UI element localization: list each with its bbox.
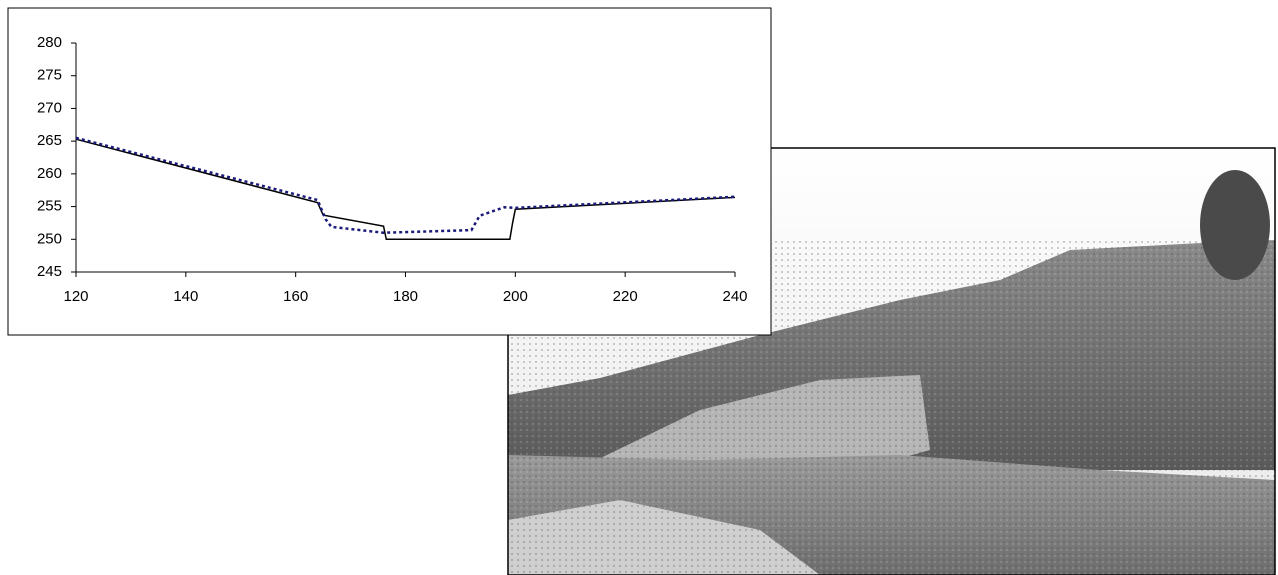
x-tick-label: 240 [722,288,747,305]
x-tick-label: 120 [63,288,88,305]
x-tick-label: 160 [283,288,308,305]
x-tick-label: 220 [613,288,638,305]
y-tick-label: 265 [37,132,62,149]
chart-frame [8,8,771,335]
y-tick-label: 270 [37,99,62,116]
y-tick-label: 280 [37,34,62,51]
y-tick-label: 250 [37,230,62,247]
y-tick-label: 255 [37,198,62,215]
x-tick-label: 180 [393,288,418,305]
x-tick-label: 200 [503,288,528,305]
figure: 245 250 255 260 265 270 275 280 120 140 160 180 200 2… [0,0,1278,575]
x-tick-label: 140 [173,288,198,305]
photo-tree [1200,170,1270,280]
page: 245 250 255 260 265 270 275 280 120 140 160 180 200 2… [0,0,1278,575]
y-tick-label: 275 [37,67,62,84]
y-tick-label: 260 [37,165,62,182]
y-tick-label: 245 [37,263,62,280]
